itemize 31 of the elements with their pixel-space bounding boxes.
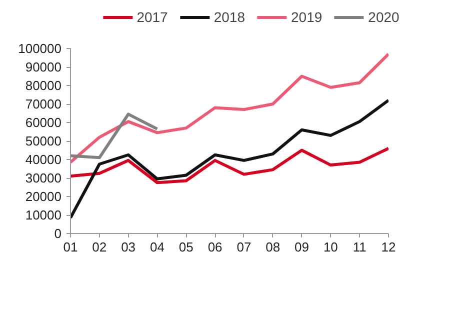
y-tick-label: 50000: [25, 134, 62, 148]
y-tick-label: 70000: [25, 96, 62, 112]
y-tick-label: 30000: [25, 170, 62, 186]
x-tick-label: 03: [121, 240, 136, 254]
legend-label: 2019: [291, 9, 322, 25]
x-tick-label: 08: [266, 240, 280, 254]
y-tick-label: 40000: [25, 152, 62, 167]
y-tick-label: 60000: [25, 115, 62, 130]
y-tick-label: 10000: [25, 208, 62, 222]
x-tick-label: 05: [178, 240, 194, 254]
x-tick-label: 10: [323, 240, 338, 254]
x-tick-label: 07: [236, 240, 252, 254]
line-series: [70, 98, 388, 220]
line-series: [70, 112, 159, 160]
y-tick-label: 20000: [25, 189, 62, 204]
x-tick-label: 04: [150, 240, 164, 254]
y-tick-label: 80000: [25, 78, 62, 93]
legend-label: 2020: [368, 9, 400, 25]
x-tick-label: 12: [381, 240, 396, 254]
y-tick-label: 0: [54, 226, 62, 241]
line-series: [70, 52, 388, 164]
x-tick-label: 11: [352, 240, 366, 254]
y-tick-label: 100000: [18, 41, 62, 56]
line-series: [70, 146, 388, 184]
x-tick-label: 01: [63, 240, 78, 254]
y-tick-label: 90000: [25, 60, 62, 74]
x-tick-label: 06: [208, 240, 222, 254]
x-tick-label: 09: [294, 240, 310, 254]
legend-label: 2018: [214, 9, 245, 25]
x-tick-label: 02: [92, 240, 107, 254]
legend-label: 2017: [136, 9, 168, 25]
